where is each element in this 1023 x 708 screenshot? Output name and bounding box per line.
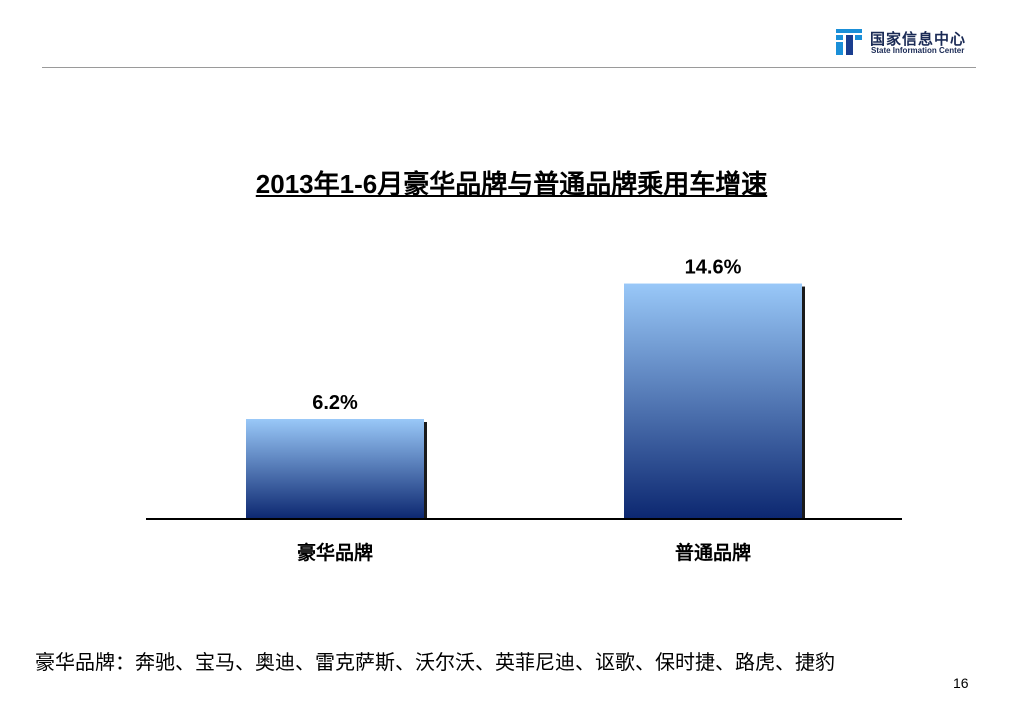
- chart-title: 2013年1-6月豪华品牌与普通品牌乘用车增速: [255, 169, 768, 199]
- logo-name-en: State Information Center: [871, 46, 965, 55]
- category-label: 豪华品牌: [297, 541, 373, 564]
- data-label: 14.6%: [685, 257, 742, 279]
- page-number: 16: [953, 675, 969, 691]
- data-label: 6.2%: [312, 392, 358, 414]
- luxury-brands-footnote: 豪华品牌：奔驰、宝马、奥迪、雷克萨斯、沃尔沃、英菲尼迪、讴歌、保时捷、路虎、捷豹: [35, 652, 835, 674]
- logo-name-cn: 国家信息中心: [870, 31, 967, 48]
- category-label: 普通品牌: [675, 541, 751, 564]
- bar-2: [624, 283, 802, 519]
- header-divider: [42, 67, 976, 68]
- sic-logo-icon: [836, 29, 862, 55]
- state-information-center-logo: 国家信息中心 State Information Center: [836, 27, 986, 59]
- bar-1: [246, 419, 424, 519]
